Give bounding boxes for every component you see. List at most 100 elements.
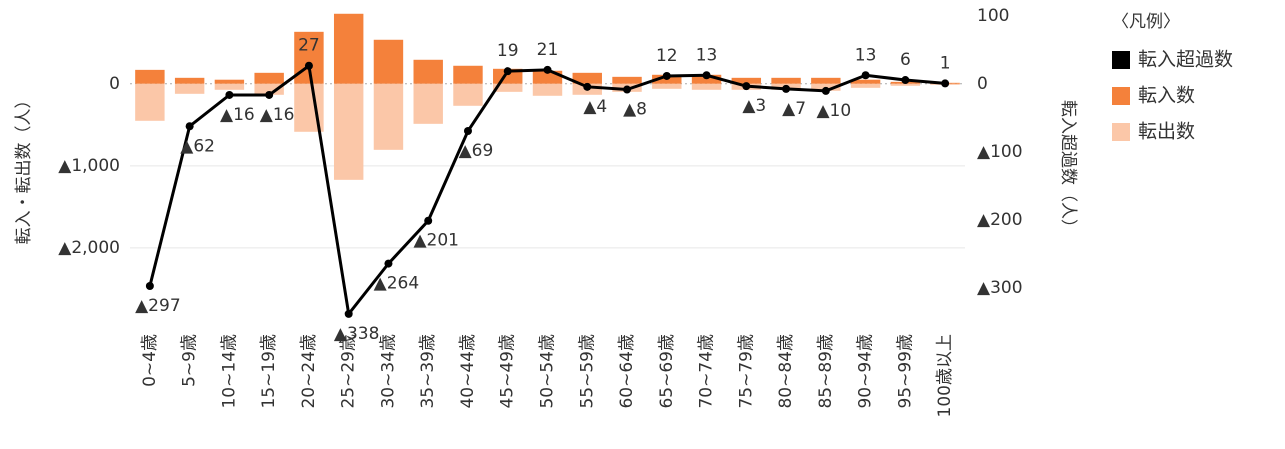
bar bbox=[850, 83, 881, 88]
legend-swatch bbox=[1112, 123, 1130, 141]
bar bbox=[691, 83, 722, 90]
point bbox=[623, 85, 632, 94]
bar bbox=[413, 83, 443, 124]
bar bbox=[135, 69, 165, 84]
x-tick-label: 85~89歳 bbox=[816, 334, 836, 409]
y2-tick-label: 100 bbox=[977, 6, 1009, 26]
bar bbox=[850, 79, 881, 84]
bar bbox=[572, 72, 602, 84]
data-label: 19 bbox=[497, 41, 519, 61]
legend-swatch bbox=[1112, 87, 1130, 105]
data-label: ▲62 bbox=[180, 136, 215, 156]
bar bbox=[214, 83, 245, 90]
point bbox=[742, 82, 751, 91]
y-tick-label: 0 bbox=[109, 74, 120, 94]
bar bbox=[453, 83, 483, 106]
point bbox=[702, 71, 711, 80]
legend-label: 転出数 bbox=[1138, 121, 1195, 143]
x-tick-label: 90~94歳 bbox=[856, 334, 876, 409]
data-label: 13 bbox=[696, 45, 718, 65]
bar bbox=[612, 76, 642, 84]
bar bbox=[691, 74, 722, 84]
point bbox=[901, 76, 910, 85]
x-tick-label: 0~4歳 bbox=[140, 334, 160, 387]
x-tick-label: 25~29歳 bbox=[339, 334, 359, 409]
x-tick-label: 80~84歳 bbox=[776, 334, 796, 409]
x-tick-label: 60~64歳 bbox=[617, 334, 637, 409]
point bbox=[384, 259, 393, 268]
data-label: ▲69 bbox=[459, 141, 494, 161]
data-label: ▲8 bbox=[623, 100, 647, 120]
data-label: ▲297 bbox=[135, 296, 181, 316]
point bbox=[583, 82, 592, 91]
bar bbox=[890, 83, 921, 86]
x-tick-label: 100歳以上 bbox=[935, 334, 955, 417]
x-tick-label: 15~19歳 bbox=[259, 334, 279, 409]
x-tick-label: 70~74歳 bbox=[697, 334, 717, 409]
x-tick-label: 50~54歳 bbox=[538, 334, 558, 409]
bar bbox=[771, 77, 801, 84]
bar bbox=[254, 72, 284, 84]
bar bbox=[214, 79, 245, 84]
y2-axis-title: 転入超過数（人） bbox=[1058, 100, 1078, 236]
point bbox=[543, 65, 552, 74]
point bbox=[145, 282, 154, 291]
bar bbox=[333, 83, 364, 180]
bar bbox=[652, 83, 682, 89]
data-label: ▲201 bbox=[413, 231, 459, 251]
bar bbox=[413, 59, 443, 84]
legend-label: 転入超過数 bbox=[1138, 49, 1233, 71]
data-label: 27 bbox=[298, 36, 320, 56]
x-tick-label: 30~34歳 bbox=[378, 334, 398, 409]
x-tick-label: 35~39歳 bbox=[418, 334, 438, 409]
point bbox=[344, 309, 353, 318]
data-label: ▲338 bbox=[334, 324, 380, 344]
y-tick-label: ▲2,000 bbox=[58, 238, 120, 258]
data-label: ▲16 bbox=[220, 105, 255, 125]
data-label: 13 bbox=[855, 45, 877, 65]
x-tick-label: 45~49歳 bbox=[498, 334, 518, 409]
bar bbox=[373, 39, 404, 84]
bar bbox=[532, 83, 563, 96]
data-label: ▲16 bbox=[260, 105, 295, 125]
point bbox=[821, 86, 830, 95]
y2-tick-label: ▲100 bbox=[977, 142, 1023, 162]
data-label: 1 bbox=[940, 53, 951, 73]
bar bbox=[135, 83, 165, 121]
legend-label: 転入数 bbox=[1138, 85, 1195, 107]
y2-tick-label: 0 bbox=[977, 74, 988, 94]
point bbox=[782, 84, 791, 93]
bar bbox=[174, 77, 205, 84]
x-tick-label: 75~79歳 bbox=[736, 334, 756, 409]
data-label: 6 bbox=[900, 50, 911, 70]
data-label: ▲10 bbox=[816, 101, 851, 121]
y-tick-label: ▲1,000 bbox=[58, 156, 120, 176]
point bbox=[861, 71, 870, 80]
point bbox=[225, 90, 234, 99]
bar bbox=[731, 77, 762, 84]
x-tick-label: 65~69歳 bbox=[657, 334, 677, 409]
bar bbox=[333, 13, 364, 84]
legend-title: 〈凡例〉 bbox=[1112, 12, 1180, 32]
x-tick-label: 20~24歳 bbox=[299, 334, 319, 409]
y2-tick-label: ▲200 bbox=[977, 210, 1023, 230]
x-tick-label: 55~59歳 bbox=[577, 334, 597, 409]
y-axis-title: 転入・転出数（人） bbox=[14, 92, 34, 245]
point bbox=[265, 90, 274, 99]
x-tick-label: 95~99歳 bbox=[895, 334, 915, 409]
x-tick-label: 10~14歳 bbox=[219, 334, 239, 409]
point bbox=[304, 61, 313, 70]
bar bbox=[254, 83, 284, 95]
point bbox=[463, 127, 472, 136]
x-tick-label: 40~44歳 bbox=[458, 334, 478, 409]
y2-tick-label: ▲300 bbox=[977, 278, 1023, 298]
data-label: ▲7 bbox=[782, 99, 806, 119]
data-label: 12 bbox=[656, 46, 678, 66]
point bbox=[424, 216, 433, 225]
point bbox=[503, 67, 512, 76]
point bbox=[662, 71, 671, 80]
bar bbox=[373, 83, 404, 150]
point bbox=[185, 122, 194, 131]
bar bbox=[453, 65, 483, 84]
